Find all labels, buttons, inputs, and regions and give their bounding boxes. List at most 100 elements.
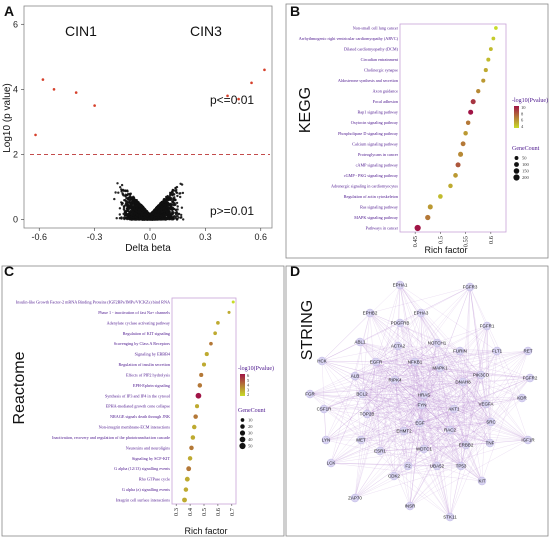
panel-b-letter: B — [290, 3, 300, 19]
volcano-point — [145, 214, 148, 218]
volcano-point — [140, 205, 144, 208]
volcano-point — [160, 210, 164, 214]
network-node — [461, 440, 471, 450]
panel-d-frame — [285, 265, 549, 537]
reactome-size-legend-dot — [240, 424, 245, 429]
reactome-size-legend-tick: 40 — [248, 437, 253, 442]
volcano-point — [122, 207, 126, 211]
network-node-label: STK11 — [443, 515, 457, 520]
volcano-point — [144, 212, 147, 216]
kegg-dot — [455, 162, 461, 168]
reactome-color-legend-tick: 5 — [247, 378, 250, 383]
volcano-point — [135, 200, 139, 204]
network-node — [432, 461, 442, 471]
volcano-point — [132, 216, 135, 219]
reactome-legend-size-title: GeneCount — [238, 408, 266, 414]
volcano-point — [169, 191, 172, 194]
panel-c-frame — [1, 265, 285, 537]
volcano-point — [120, 203, 124, 206]
network-edges — [309, 284, 531, 518]
kegg-color-legend-tick: 4 — [521, 124, 524, 129]
p-low-label: p>=0.01 — [210, 204, 254, 218]
network-node — [305, 389, 315, 399]
kegg-color-legend-tick: 6 — [521, 118, 524, 123]
network-node-label: DNAH8 — [455, 380, 471, 385]
reactome-term-label: Neurexins and neuroligins — [126, 445, 171, 450]
kegg-dot — [483, 68, 488, 73]
network-node — [415, 418, 425, 428]
volcano-point — [170, 211, 174, 214]
reactome-term-label: NRAGE signals death through JNK — [110, 414, 170, 419]
reactome-size-legend-tick: 50 — [248, 444, 253, 449]
reactome-size-legend-tick: 10 — [248, 418, 253, 423]
volcano-point — [117, 191, 120, 194]
volcano-point — [126, 189, 129, 192]
volcano-point — [177, 216, 180, 219]
reactome-term-label: Signaling by SCF-KIT — [132, 456, 171, 461]
network-node-label: ABL1 — [354, 340, 366, 345]
kegg-dot — [491, 36, 496, 41]
network-node-label: EHMT2 — [396, 429, 412, 434]
network-node — [445, 512, 455, 522]
network-node — [375, 446, 385, 456]
reactome-size-legend-dot — [239, 430, 246, 436]
kegg-dot — [438, 194, 443, 199]
reactome-dot — [204, 352, 209, 357]
volcano-point — [226, 94, 229, 98]
network-node — [371, 357, 381, 367]
string-title: STRING — [299, 300, 316, 360]
volcano-point — [93, 104, 96, 107]
volcano-point — [122, 188, 125, 192]
volcano-xtick: 0.3 — [199, 232, 212, 242]
panel-a-letter: A — [4, 3, 14, 19]
reactome-color-legend-tick: 6 — [247, 373, 250, 378]
network-node-label: ZAP70 — [348, 496, 362, 501]
network-node — [395, 280, 405, 290]
kegg-term-label: Proteoglycans in cancer — [358, 152, 399, 157]
kegg-color-legend-tick: 10 — [521, 105, 526, 110]
network-node-label: ERBB2 — [459, 443, 474, 448]
kegg-title: KEGG — [297, 87, 314, 133]
kegg-term-label: MAPK signaling pathway — [354, 215, 399, 220]
volcano-point — [181, 191, 185, 195]
network-node-label: HRAS — [418, 393, 431, 398]
panel-a: A -0.6 -0.3 0.0 0.3 0.6 0 2 4 6 CIN1 CIN3 p<=0.0… — [2, 3, 273, 254]
volcano-point — [123, 204, 127, 207]
network-node — [355, 337, 365, 347]
volcano-point — [167, 214, 171, 217]
volcano-point — [154, 210, 158, 213]
kegg-xtick: 0.45 — [412, 236, 419, 247]
volcano-point — [157, 204, 161, 207]
volcano-point — [74, 91, 78, 94]
reactome-size-legend-dot — [239, 442, 246, 450]
reactome-term-label: Non-integrin membrane-ECM interactions — [99, 425, 171, 430]
network-node-label: HCK — [317, 359, 327, 364]
volcano-point — [123, 199, 126, 202]
network-node — [416, 308, 426, 318]
volcano-plot: -0.6 -0.3 0.0 0.3 0.6 0 2 4 6 — [13, 19, 270, 242]
volcano-point — [146, 211, 149, 214]
volcano-point — [175, 191, 179, 194]
network-node-label: WDTC1 — [416, 447, 432, 452]
reactome-legend-color-title: -log10(Pvalue) — [238, 365, 274, 372]
volcano-point — [175, 201, 179, 205]
volcano-point — [164, 198, 167, 202]
network-node — [523, 346, 533, 356]
volcano-point — [116, 182, 119, 185]
kegg-dot — [460, 141, 466, 147]
network-node — [477, 476, 487, 486]
volcano-point — [129, 211, 132, 214]
volcano-xtick: 0.6 — [255, 232, 268, 242]
volcano-point — [52, 88, 56, 91]
volcano-point — [171, 190, 174, 193]
reactome-xtick: 0.3 — [173, 508, 180, 516]
network-node-label: MAPK1 — [432, 366, 448, 371]
network-node-label: FURIN — [453, 349, 467, 354]
volcano-ytick: 4 — [13, 84, 18, 94]
reactome-dot — [183, 487, 189, 492]
volcano-point — [123, 217, 126, 221]
reactome-dot — [184, 476, 190, 482]
network-node — [365, 308, 375, 318]
volcano-point — [123, 211, 127, 214]
